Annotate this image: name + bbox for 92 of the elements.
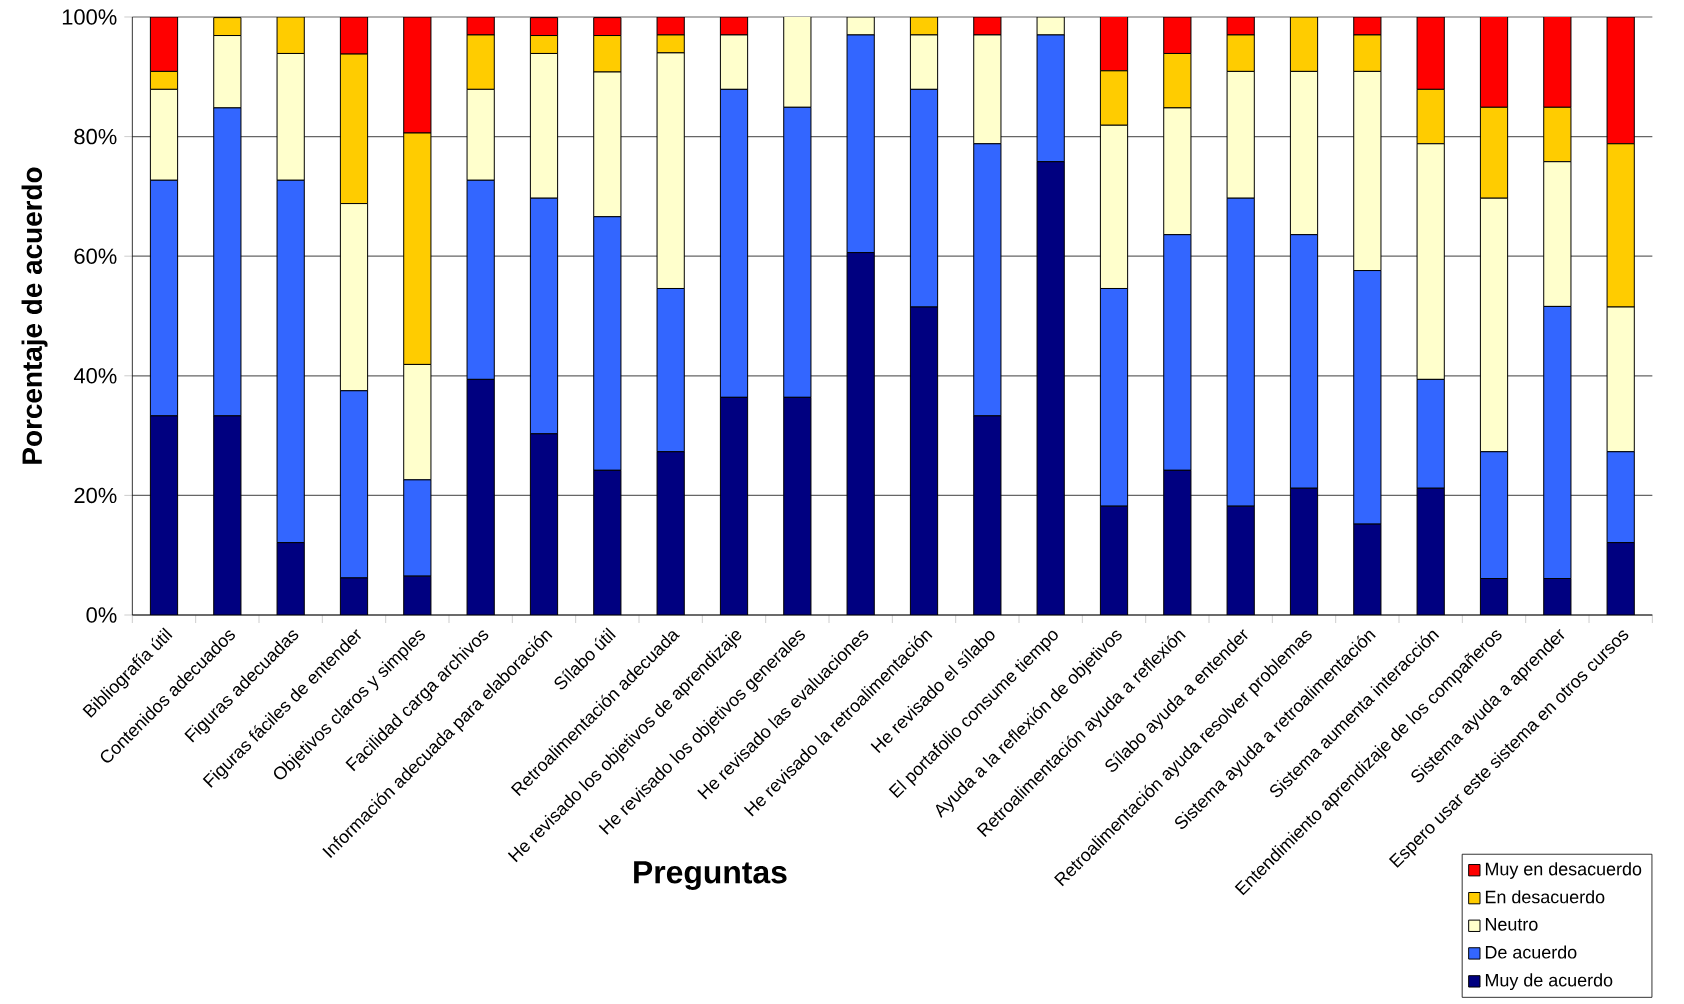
bar xyxy=(1353,524,1381,615)
bar xyxy=(213,17,242,37)
bar xyxy=(1543,16,1572,108)
bar xyxy=(656,52,685,289)
bar xyxy=(1100,506,1128,615)
bar xyxy=(1163,234,1192,471)
bar xyxy=(1606,306,1635,453)
bar xyxy=(213,415,241,615)
bar xyxy=(593,35,622,73)
bar xyxy=(1353,34,1382,72)
bar xyxy=(1543,106,1572,163)
bar xyxy=(783,397,811,615)
bar xyxy=(1416,143,1445,380)
bar xyxy=(277,542,305,615)
bar xyxy=(1479,16,1509,108)
bar xyxy=(150,415,178,615)
bar xyxy=(656,287,685,453)
bar xyxy=(1289,16,1319,72)
y-tick-label: 100% xyxy=(62,9,117,25)
bar xyxy=(339,16,369,55)
bar xyxy=(1163,16,1192,54)
bar xyxy=(149,16,179,72)
bar xyxy=(1289,70,1319,236)
bar xyxy=(1543,578,1571,615)
bar xyxy=(213,35,242,109)
bar xyxy=(973,34,1002,145)
bar xyxy=(1037,161,1065,615)
legend-label: Muy en desacuerdo xyxy=(1485,862,1642,879)
bar xyxy=(1163,107,1192,236)
bar xyxy=(910,307,938,615)
bar xyxy=(1543,161,1572,307)
bar xyxy=(529,17,559,37)
bar xyxy=(593,216,622,471)
bar xyxy=(719,34,749,90)
bar xyxy=(973,415,1001,615)
bar xyxy=(529,52,559,199)
bar xyxy=(467,379,495,615)
bar xyxy=(403,16,432,134)
x-axis-title: Preguntas xyxy=(634,861,787,890)
bar xyxy=(1290,488,1318,615)
bar xyxy=(339,203,369,392)
bar xyxy=(466,179,495,380)
bar xyxy=(909,34,939,90)
y-axis-title: Porcentaje de acuerdo xyxy=(21,167,48,464)
bar xyxy=(593,470,621,615)
bar xyxy=(276,16,305,54)
bar xyxy=(529,197,559,435)
bar xyxy=(1163,470,1191,615)
bar xyxy=(339,53,369,205)
bar xyxy=(530,433,558,615)
bar xyxy=(466,34,495,90)
bar xyxy=(1226,70,1255,199)
bar xyxy=(1606,16,1635,145)
bar xyxy=(1226,34,1255,72)
bar xyxy=(149,88,179,181)
y-tick-label: 80% xyxy=(74,128,117,145)
bar xyxy=(276,52,305,181)
y-tick-label: 60% xyxy=(74,248,117,264)
bar xyxy=(340,577,368,615)
bar xyxy=(1606,542,1635,615)
bar xyxy=(1416,16,1445,90)
bar xyxy=(1099,124,1129,289)
bar xyxy=(783,16,812,108)
bar xyxy=(593,17,622,37)
y-tick-label: 0% xyxy=(86,607,117,623)
bar xyxy=(1353,70,1382,272)
bar xyxy=(1227,506,1255,615)
bar xyxy=(657,451,685,615)
y-tick-label: 20% xyxy=(74,487,117,504)
legend-label: Neutro xyxy=(1485,918,1538,931)
bar xyxy=(1606,143,1635,308)
legend-label: De acuerdo xyxy=(1485,945,1577,959)
bar xyxy=(720,397,748,615)
bar xyxy=(1099,16,1129,72)
bar xyxy=(1163,52,1192,109)
y-tick-label: 40% xyxy=(73,368,117,384)
bar xyxy=(149,70,179,90)
bar xyxy=(1417,488,1445,615)
bar xyxy=(403,132,432,365)
bar xyxy=(529,35,559,54)
legend-label: En desacuerdo xyxy=(1485,890,1605,904)
bar xyxy=(466,88,495,181)
bar xyxy=(593,71,622,218)
bar xyxy=(403,576,431,615)
bar xyxy=(847,252,875,615)
bar xyxy=(1479,197,1509,453)
bar xyxy=(1416,88,1445,145)
bar xyxy=(1480,578,1508,615)
bar xyxy=(403,363,432,481)
bar xyxy=(1479,106,1509,199)
legend-label: Muy de acuerdo xyxy=(1485,973,1613,991)
bar xyxy=(1099,70,1129,126)
